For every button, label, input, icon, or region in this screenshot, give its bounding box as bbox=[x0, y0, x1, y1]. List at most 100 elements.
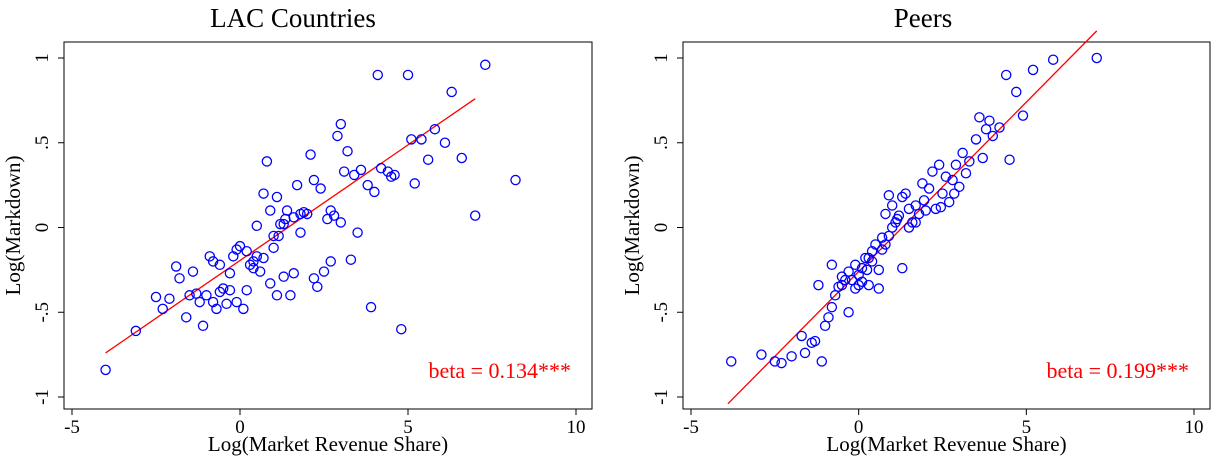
data-point bbox=[870, 239, 881, 250]
data-point bbox=[355, 164, 367, 176]
data-point bbox=[264, 278, 276, 289]
beta-annotation: beta = 0.199*** bbox=[1046, 358, 1189, 383]
data-point bbox=[439, 137, 451, 148]
data-point bbox=[796, 330, 807, 342]
chart-title: Peers bbox=[894, 3, 952, 33]
data-point bbox=[278, 271, 289, 282]
data-point bbox=[957, 147, 968, 159]
plot-frame bbox=[63, 41, 593, 410]
data-point bbox=[268, 242, 279, 254]
data-point bbox=[207, 296, 219, 308]
data-point bbox=[217, 283, 229, 294]
data-point bbox=[930, 203, 942, 215]
data-point bbox=[187, 266, 199, 277]
data-point bbox=[180, 312, 192, 323]
data-point bbox=[987, 130, 999, 142]
data-point bbox=[278, 218, 289, 230]
data-point bbox=[1017, 110, 1029, 121]
x-tick-label: 5 bbox=[1022, 417, 1032, 438]
data-point bbox=[927, 166, 938, 177]
data-point bbox=[940, 171, 952, 182]
y-tick-label: 0 bbox=[651, 223, 672, 233]
data-point bbox=[994, 122, 1005, 133]
data-point bbox=[456, 152, 468, 164]
data-point bbox=[913, 208, 925, 220]
data-point bbox=[201, 290, 212, 301]
data-point bbox=[920, 205, 931, 216]
beta-annotation: beta = 0.134*** bbox=[428, 358, 571, 383]
data-point bbox=[335, 118, 347, 130]
panel-lac: LAC Countries -5 0 5 10 -1 -.5 0 .5 1 Log(Market R… bbox=[1, 3, 593, 456]
data-point bbox=[469, 210, 481, 221]
data-point bbox=[984, 115, 995, 126]
data-point bbox=[221, 298, 232, 310]
x-axis-label: Log(Market Revenue Share) bbox=[826, 432, 1066, 456]
data-point bbox=[954, 181, 965, 193]
data-point bbox=[786, 351, 797, 362]
data-point bbox=[866, 256, 878, 267]
data-point bbox=[947, 174, 958, 186]
data-point bbox=[211, 303, 222, 315]
data-point bbox=[960, 168, 972, 179]
data-point bbox=[816, 356, 828, 367]
y-tick-label: -1 bbox=[651, 389, 672, 405]
data-point bbox=[224, 268, 236, 279]
data-point bbox=[369, 186, 380, 198]
data-point bbox=[389, 169, 400, 181]
data-point bbox=[1004, 154, 1015, 165]
data-point bbox=[886, 200, 898, 211]
data-point bbox=[880, 208, 891, 220]
data-point bbox=[194, 296, 205, 308]
data-point bbox=[231, 296, 242, 308]
data-point bbox=[799, 347, 811, 359]
data-point bbox=[332, 130, 343, 142]
data-point bbox=[305, 149, 316, 160]
data-point bbox=[295, 227, 306, 238]
data-point bbox=[365, 301, 377, 313]
data-point bbox=[345, 254, 357, 265]
data-point bbox=[964, 156, 975, 167]
data-point bbox=[241, 245, 252, 257]
data-point bbox=[863, 279, 874, 291]
y-tick-label: .5 bbox=[651, 136, 672, 150]
data-point bbox=[271, 290, 283, 301]
data-point bbox=[819, 320, 831, 332]
data-point bbox=[903, 203, 915, 215]
data-point bbox=[756, 349, 767, 360]
data-point bbox=[935, 201, 947, 213]
data-point bbox=[335, 217, 347, 228]
data-point bbox=[918, 195, 930, 206]
data-point bbox=[429, 123, 441, 135]
data-point bbox=[853, 269, 864, 281]
data-point bbox=[943, 196, 955, 208]
data-point bbox=[860, 252, 871, 264]
data-point bbox=[446, 86, 457, 98]
data-point bbox=[100, 364, 111, 376]
y-axis-label: Log(Markdown) bbox=[620, 156, 644, 296]
data-point bbox=[238, 303, 249, 315]
x-tick-label: 10 bbox=[567, 417, 586, 438]
x-tick-label: 5 bbox=[403, 417, 413, 438]
data-point bbox=[251, 251, 263, 262]
y-tick-label: 0 bbox=[32, 223, 53, 233]
data-point bbox=[843, 306, 854, 318]
data-point bbox=[315, 183, 326, 194]
data-point bbox=[396, 323, 407, 335]
data-point bbox=[241, 284, 252, 296]
data-point bbox=[325, 256, 336, 267]
data-point bbox=[856, 262, 868, 274]
data-point bbox=[174, 273, 185, 284]
data-point bbox=[164, 293, 175, 304]
y-tick-label: -.5 bbox=[32, 302, 53, 323]
data-point bbox=[1091, 52, 1103, 64]
data-point bbox=[402, 69, 414, 81]
data-point bbox=[836, 279, 848, 291]
data-point bbox=[170, 261, 182, 272]
data-point bbox=[308, 273, 320, 284]
y-axis-label: Log(Markdown) bbox=[1, 156, 25, 296]
data-point bbox=[900, 188, 911, 199]
data-point bbox=[907, 217, 918, 228]
data-point bbox=[291, 179, 303, 191]
data-point bbox=[861, 264, 873, 276]
data-point bbox=[362, 179, 373, 191]
